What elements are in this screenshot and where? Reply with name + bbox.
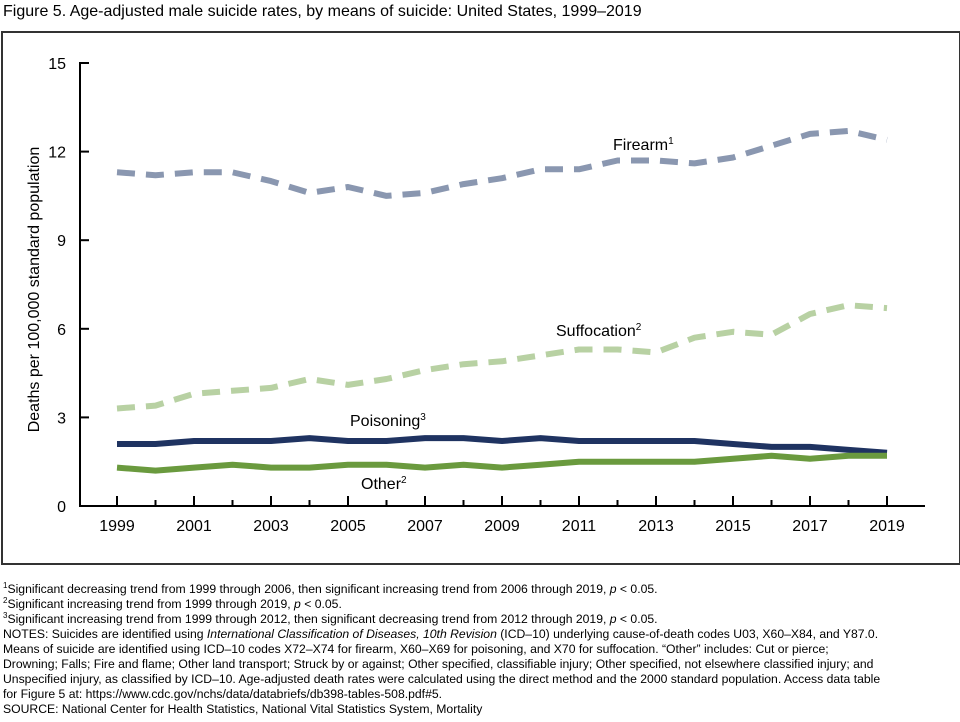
y-tick-label: 15 (48, 56, 66, 73)
footnote-1: 1Significant decreasing trend from 1999 … (3, 580, 658, 596)
figure-title: Figure 5. Age-adjusted male suicide rate… (3, 3, 642, 20)
source-line: SOURCE: National Center for Health Stati… (3, 702, 483, 716)
notes-line-4: Unspecified injury, as classified by ICD… (3, 672, 881, 686)
series-line-poisoning (117, 435, 888, 456)
x-tick-label: 2013 (638, 518, 674, 535)
x-tick-label: 1999 (99, 518, 135, 535)
footnote-2: 2Significant increasing trend from 1999 … (3, 595, 342, 611)
series-line-suffocation (116, 302, 888, 412)
footnotes: 1Significant decreasing trend from 1999 … (3, 580, 958, 717)
x-tick-label: 2005 (330, 518, 366, 535)
series-line-firearm (116, 127, 888, 199)
notes-line-2: Means of suicide are identified using IC… (3, 642, 829, 656)
y-tick-label: 0 (57, 499, 66, 516)
x-tick-label: 2003 (253, 518, 289, 535)
x-tick-label: 2001 (176, 518, 212, 535)
y-axis-label: Deaths per 100,000 standard population (26, 147, 43, 433)
series-label-firearm: Firearm1 (613, 136, 674, 154)
x-tick-label: 2011 (562, 518, 597, 535)
y-tick-label: 6 (57, 322, 66, 339)
series-label-other: Other2 (361, 475, 407, 493)
x-tick-label: 2015 (715, 518, 751, 535)
notes-line-1: NOTES: Suicides are identified using Int… (3, 627, 879, 641)
series-line-other (116, 452, 887, 474)
y-tick-label: 12 (48, 145, 66, 162)
x-tick-label: 2007 (407, 518, 443, 535)
line-chart: 0 3 6 9 12 15 1999 2001 2003 2005 2007 2009 2011 2013… (26, 56, 925, 535)
x-tick-label: 2009 (484, 518, 520, 535)
series-label-suffocation: Suffocation2 (556, 322, 642, 340)
series-label-poisoning: Poisoning3 (350, 412, 426, 430)
x-tick-label: 2019 (869, 518, 905, 535)
footnote-3: 3Significant increasing trend from 1999 … (3, 610, 658, 626)
notes-line-3: Drowning; Falls; Fire and flame; Other l… (3, 657, 874, 671)
y-tick-label: 9 (57, 233, 66, 250)
y-tick-label: 3 (57, 410, 66, 427)
x-tick-label: 2017 (792, 518, 828, 535)
notes-line-5: for Figure 5 at: https://www.cdc.gov/nch… (3, 687, 443, 701)
